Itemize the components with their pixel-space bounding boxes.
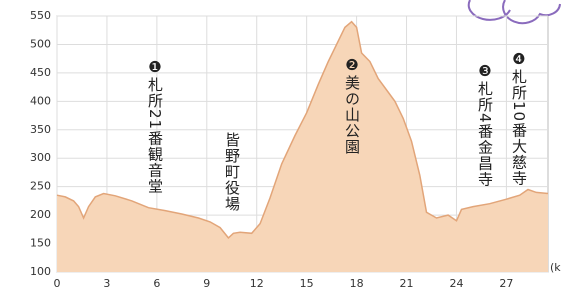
y-tick-label: 500 [30,37,51,50]
page: 100 150 200 250 300 350 400 450 500 550 0 3 6 9 12 15 18… [0,0,567,287]
x-tick-label: 21 [400,277,414,287]
x-tick-label: 3 [103,277,110,287]
annotation: ❷美の山公園 [343,56,361,155]
annotation: ❹札所10番大慈寺 [510,50,528,186]
annotation: 皆野町役場 [223,132,241,212]
x-tick-label: 27 [499,277,513,287]
y-tick-label: 300 [30,151,51,164]
x-tick-label: 6 [153,277,160,287]
y-tick-label: 350 [30,123,51,136]
y-tick-label: 450 [30,66,51,79]
y-tick-label: 100 [30,265,51,278]
y-tick-label: 150 [30,237,51,250]
x-tick-label: 12 [250,277,264,287]
y-tick-label: 550 [30,9,51,22]
x-tick-label: 15 [300,277,314,287]
chart: 100 150 200 250 300 350 400 450 500 550 0 3 6 9 12 15 18… [0,0,567,287]
x-tick-label: 9 [203,277,210,287]
x-axis-label: (k [550,261,561,274]
x-tick-label: 18 [350,277,364,287]
annotation: ❸札所4番金昌寺 [476,62,494,188]
x-tick-label: 24 [449,277,463,287]
y-tick-label: 250 [30,180,51,193]
y-tick-label: 400 [30,94,51,107]
x-tick-label: 0 [54,277,61,287]
y-tick-label: 200 [30,208,51,221]
annotation: ❶札所21番観音堂 [146,58,164,194]
